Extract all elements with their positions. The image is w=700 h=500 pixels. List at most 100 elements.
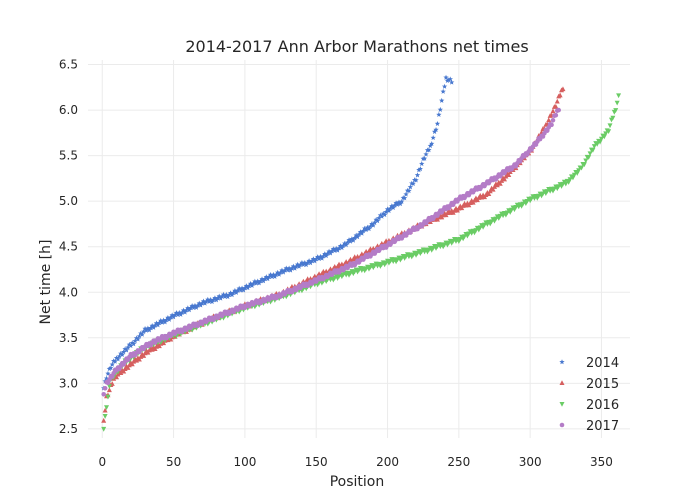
data-point: [322, 251, 328, 257]
data-point: [553, 112, 559, 118]
data-point: [116, 353, 123, 359]
data-point: [389, 203, 395, 209]
data-point: [247, 280, 254, 286]
data-point: [377, 212, 384, 218]
data-point: [138, 330, 144, 336]
data-point: [406, 188, 412, 194]
data-point: [128, 343, 134, 349]
data-point: [557, 92, 563, 98]
x-tick-label: 0: [98, 455, 106, 469]
data-point: [126, 341, 133, 347]
data-point: [352, 235, 358, 241]
data-point: [433, 126, 439, 133]
series-2014: [101, 74, 455, 391]
data-point: [410, 180, 416, 186]
data-point: [550, 108, 556, 114]
data-point: [416, 167, 422, 173]
data-point: [382, 212, 388, 218]
data-point: [196, 300, 202, 306]
data-point: [423, 151, 429, 157]
data-point: [136, 333, 143, 339]
data-point: [379, 213, 385, 219]
y-tick-label: 5.0: [59, 194, 78, 208]
data-point: [436, 111, 442, 117]
legend-item-2017: 2017: [559, 419, 619, 434]
x-tick-label: 150: [305, 455, 328, 469]
data-point: [553, 103, 559, 109]
data-point: [403, 191, 409, 197]
data-point: [118, 350, 124, 356]
data-point: [132, 338, 138, 344]
data-point: [129, 340, 135, 346]
series-2017: [101, 107, 561, 397]
data-point: [275, 269, 281, 275]
x-tick-label: 250: [447, 455, 470, 469]
data-point: [326, 248, 332, 254]
data-point: [430, 134, 436, 141]
data-point: [486, 191, 492, 197]
data-point: [106, 387, 112, 393]
data-point: [279, 267, 285, 273]
data-point: [399, 198, 405, 204]
data-point: [130, 341, 137, 347]
data-point: [149, 322, 155, 329]
legend-item-2016: 2016: [559, 398, 619, 413]
data-point: [443, 74, 449, 80]
data-point: [108, 365, 114, 371]
data-point: [105, 394, 111, 400]
data-point: [363, 227, 369, 233]
data-point: [376, 215, 382, 221]
legend-marker: [559, 402, 565, 407]
data-point: [362, 225, 368, 231]
data-point: [236, 285, 242, 291]
data-point: [173, 310, 180, 316]
y-tick-label: 4.0: [59, 285, 78, 299]
data-point: [546, 117, 552, 123]
data-point: [333, 245, 339, 251]
data-point: [169, 312, 175, 318]
data-point: [607, 123, 613, 129]
data-point: [129, 361, 135, 367]
data-point: [122, 346, 128, 352]
data-point: [346, 237, 352, 243]
data-point: [439, 97, 445, 103]
data-point: [437, 106, 443, 112]
data-point: [503, 173, 509, 179]
data-point: [337, 243, 344, 249]
data-point: [121, 368, 127, 374]
data-point: [115, 356, 121, 362]
data-point: [189, 303, 195, 309]
data-point: [200, 298, 207, 304]
data-point: [364, 224, 371, 230]
data-point: [429, 141, 435, 147]
y-tick-label: 5.5: [59, 149, 78, 163]
data-point: [135, 336, 141, 342]
data-point: [255, 278, 261, 284]
data-point: [310, 256, 317, 262]
data-point: [396, 199, 402, 205]
data-point: [185, 305, 191, 311]
data-point: [419, 161, 425, 167]
legend-item-2015: 2015: [559, 377, 619, 392]
grid: [88, 60, 630, 438]
data-point: [232, 287, 238, 293]
data-point: [103, 375, 110, 381]
data-point: [369, 221, 375, 227]
data-point: [613, 108, 619, 113]
data-point: [434, 120, 441, 127]
data-point: [123, 347, 130, 353]
legend-marker: [559, 359, 565, 365]
data-point: [227, 290, 234, 296]
y-tick-label: 4.5: [59, 240, 78, 254]
data-point: [373, 216, 379, 223]
data-point: [441, 83, 448, 89]
data-point: [586, 155, 592, 160]
data-point: [180, 307, 187, 313]
chart-title: 2014-2017 Ann Arbor Marathons net times: [185, 37, 528, 56]
data-point: [139, 331, 145, 337]
data-point: [101, 426, 107, 432]
data-point: [118, 370, 124, 376]
data-point: [243, 283, 249, 289]
series-2015: [101, 86, 566, 423]
